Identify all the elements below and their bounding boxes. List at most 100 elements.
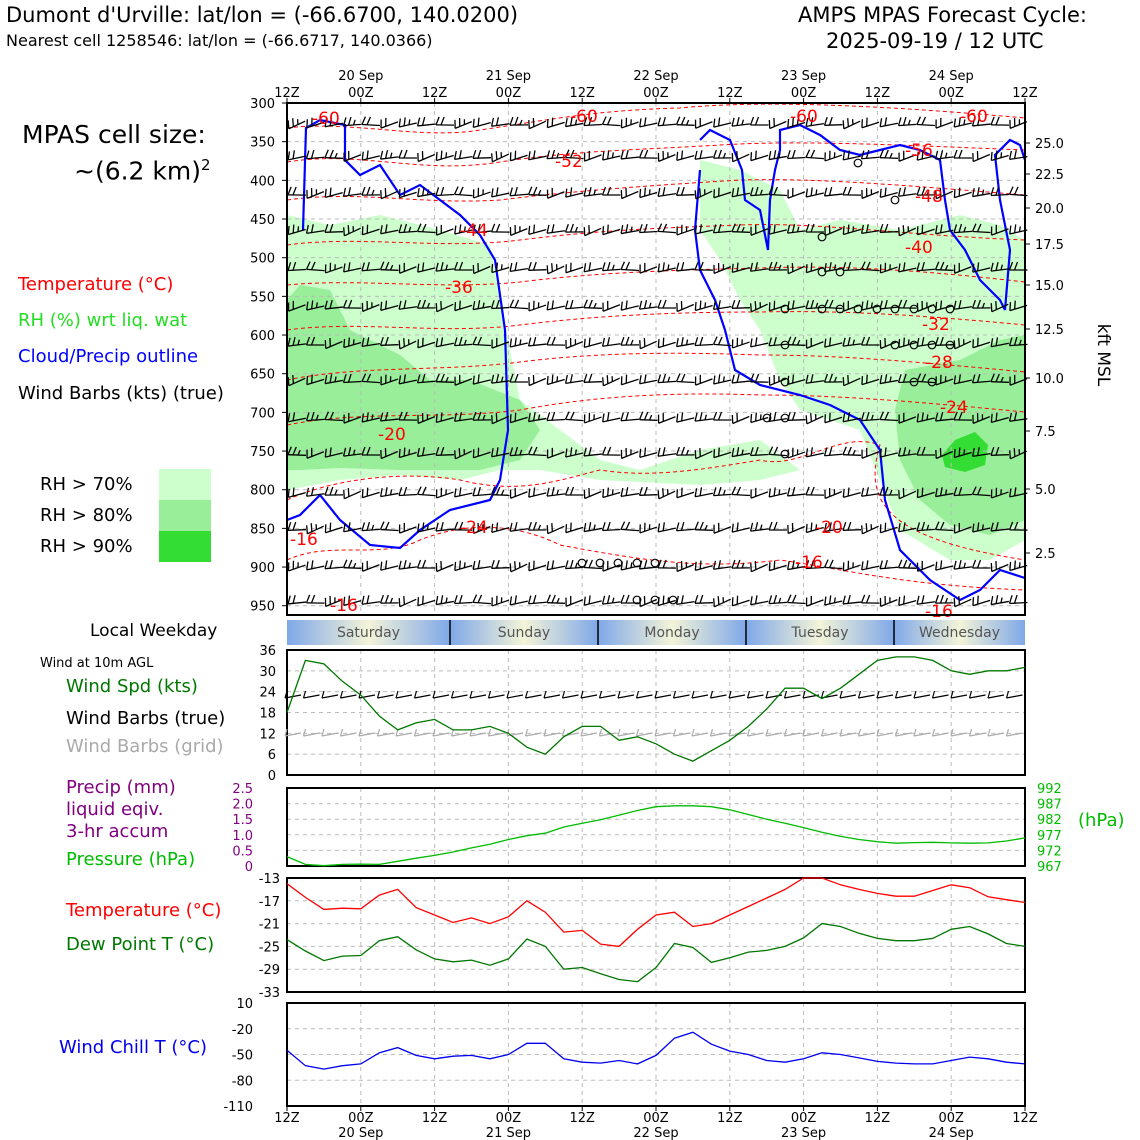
temperature-label-8: -40	[905, 238, 933, 258]
wind-barb	[306, 187, 325, 199]
wind-barb	[453, 521, 473, 531]
wind-barb	[879, 486, 899, 496]
wind-barb	[528, 487, 547, 498]
wind-barb	[343, 262, 362, 273]
kft-tick-9: 2.5	[1035, 547, 1056, 562]
wind-barb	[824, 150, 843, 162]
wind-barb	[361, 116, 381, 127]
wind-barb	[972, 412, 991, 424]
wind-barb	[490, 486, 510, 496]
wind-barb	[324, 299, 344, 310]
wind-barb	[842, 594, 862, 605]
wind-barb	[398, 149, 417, 159]
calm-wind-marker	[632, 595, 642, 605]
wind-barb	[380, 374, 399, 386]
wind-barb	[768, 560, 787, 572]
chill-tick-3: -80	[232, 1074, 253, 1089]
wind-barb	[824, 487, 843, 499]
precip-liquid-label: liquid eqiv.	[66, 799, 164, 820]
wind-barb	[527, 412, 547, 423]
wind-barb	[601, 116, 621, 127]
wind-barb	[620, 411, 640, 422]
wind-barb	[435, 595, 454, 606]
wind-barb	[491, 187, 510, 198]
calm-wind-marker	[927, 340, 937, 350]
wind-barb	[601, 446, 621, 456]
wind-barb	[712, 560, 732, 570]
wind-barb	[897, 187, 917, 197]
wind-barb	[509, 337, 528, 348]
wind-barb	[546, 263, 565, 275]
wind-barb	[731, 486, 751, 497]
wind-barb	[583, 150, 602, 162]
wind-barb	[842, 261, 862, 272]
precip-tick-2: 1.0	[232, 829, 253, 844]
wind-barb-10m-grid	[524, 728, 542, 737]
rh-region-5	[942, 432, 988, 472]
wind-barb	[417, 262, 436, 273]
wind-barb	[972, 522, 991, 533]
wind-barb	[602, 412, 621, 423]
wind-tick-12: 12	[259, 727, 276, 742]
wind-barb	[287, 521, 307, 531]
pressure-tick-950: 950	[250, 600, 275, 615]
wind-barb-10m-true	[321, 690, 339, 699]
kft-tick-8: 5.0	[1035, 483, 1056, 498]
wind-barb-10m-grid	[857, 728, 875, 737]
wind-barb	[713, 187, 732, 199]
wind-barb-10m-true	[543, 690, 561, 699]
wind-barb	[990, 186, 1010, 197]
wind-barb	[620, 261, 640, 272]
wind-barb-10m-grid	[931, 728, 949, 737]
wind-barb	[990, 301, 1009, 313]
wind-barb	[694, 560, 713, 571]
wind-barb	[546, 487, 566, 497]
wind-barb	[380, 117, 399, 129]
wind-barb	[823, 559, 843, 570]
wind-barb	[435, 521, 455, 532]
wind-barb	[287, 118, 306, 130]
nearest-cell-subtitle: Nearest cell 1258546: lat/lon = (-66.671…	[6, 31, 433, 50]
temperature-label-3: -60	[960, 107, 988, 127]
wind-barb	[546, 300, 565, 311]
legend-rh80-label: RH > 80%	[40, 505, 133, 526]
wind-barb	[842, 186, 862, 196]
wind-barb	[879, 262, 898, 274]
wind-barb	[897, 116, 917, 127]
wind-barb	[602, 560, 621, 572]
wind-barb	[305, 149, 325, 160]
wind-barb	[509, 373, 528, 383]
wind-barb	[990, 521, 1010, 532]
wind-barb	[990, 150, 1009, 162]
wind-barb-10m-grid	[413, 728, 431, 737]
wind-barb	[380, 188, 398, 200]
wind-barb	[675, 116, 695, 126]
wind-barb	[343, 150, 362, 162]
pressure-tick-500: 500	[250, 252, 275, 267]
wind-barb	[879, 149, 899, 159]
wind-barb	[768, 594, 788, 605]
wind-barb	[934, 150, 954, 160]
wind-barb-10m-true	[839, 690, 857, 699]
cloud-outline-0	[286, 118, 510, 550]
temperature-label-2: -60	[790, 107, 818, 127]
top-date-0: 20 Sep	[338, 69, 383, 84]
wind-barb	[953, 300, 973, 310]
wind-barb	[694, 188, 713, 200]
wind-barb	[805, 117, 824, 128]
weekday-cell-4	[894, 620, 1025, 645]
calm-wind-marker	[817, 267, 827, 277]
cloud-outline-1	[699, 123, 1006, 311]
wind-barb	[712, 411, 732, 421]
wind-barb	[361, 412, 380, 423]
wind-barb	[971, 559, 991, 569]
wind-barb	[990, 487, 1009, 499]
wind-barb	[898, 595, 917, 606]
wind-barb	[749, 116, 769, 126]
temp-tick-4: -29	[259, 963, 280, 978]
wind-barb	[361, 337, 380, 348]
temp-panel-label: Temperature (°C)	[66, 900, 222, 921]
wind-barb	[380, 224, 399, 235]
wind-barb-10m-true	[987, 690, 1005, 699]
wind-barb	[842, 337, 862, 347]
